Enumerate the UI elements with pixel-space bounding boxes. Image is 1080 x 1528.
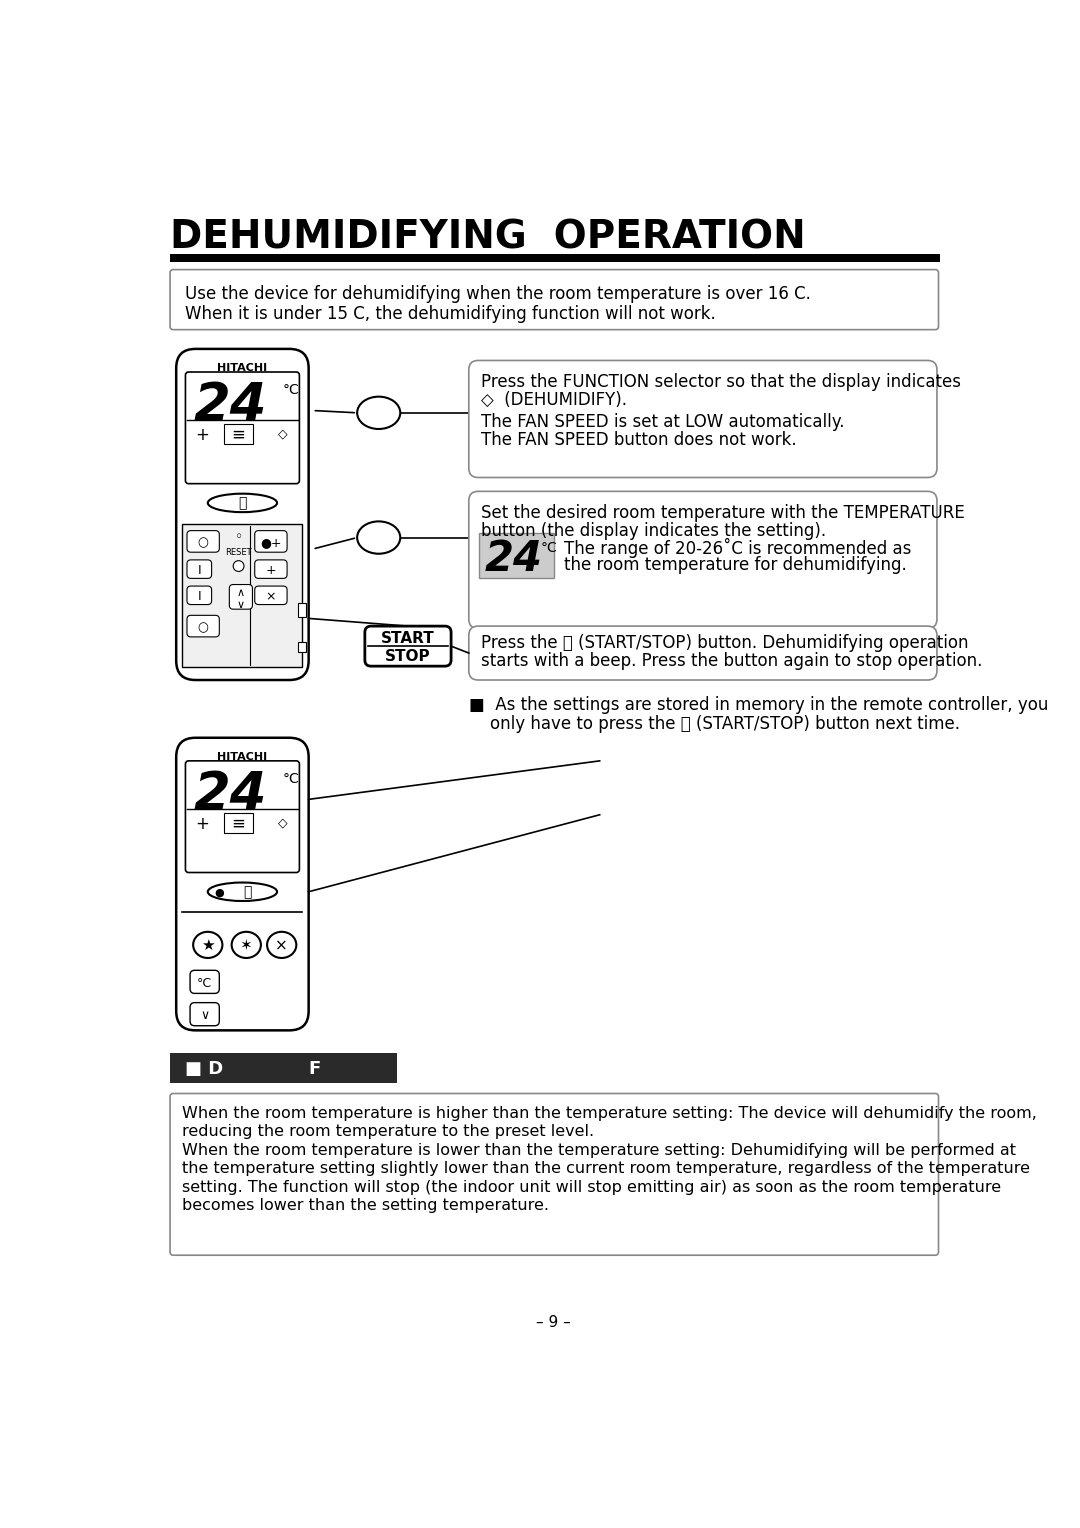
Text: ■ D: ■ D	[186, 1060, 224, 1077]
Text: ■  As the settings are stored in memory in the remote controller, you: ■ As the settings are stored in memory i…	[469, 697, 1049, 714]
FancyBboxPatch shape	[176, 738, 309, 1030]
Text: reducing the room temperature to the preset level.: reducing the room temperature to the pre…	[183, 1125, 594, 1140]
Text: When the room temperature is lower than the temperature setting: Dehumidifying w: When the room temperature is lower than …	[183, 1143, 1016, 1158]
Text: °C: °C	[283, 772, 299, 785]
Text: °C: °C	[283, 384, 299, 397]
Ellipse shape	[207, 883, 278, 902]
Text: Press the FUNCTION selector so that the display indicates: Press the FUNCTION selector so that the …	[481, 373, 961, 391]
Text: When it is under 15 C, the dehumidifying function will not work.: When it is under 15 C, the dehumidifying…	[186, 306, 716, 322]
FancyBboxPatch shape	[187, 587, 212, 605]
FancyBboxPatch shape	[255, 559, 287, 579]
Text: ●+: ●+	[260, 536, 282, 550]
FancyBboxPatch shape	[190, 1002, 219, 1025]
FancyBboxPatch shape	[255, 530, 287, 552]
Text: the room temperature for dehumidifying.: the room temperature for dehumidifying.	[564, 556, 906, 575]
Text: +: +	[195, 814, 210, 833]
Text: °C: °C	[540, 541, 557, 555]
Ellipse shape	[193, 932, 222, 958]
Ellipse shape	[357, 397, 401, 429]
Text: 24: 24	[193, 769, 267, 821]
Bar	[478, 533, 554, 578]
Bar	[298, 604, 306, 617]
FancyBboxPatch shape	[229, 585, 253, 610]
Text: 24: 24	[193, 380, 267, 432]
Text: ×: ×	[275, 938, 288, 953]
Text: ○: ○	[198, 622, 208, 634]
FancyBboxPatch shape	[186, 371, 299, 484]
Ellipse shape	[357, 521, 401, 553]
Text: The FAN SPEED button does not work.: The FAN SPEED button does not work.	[481, 431, 797, 449]
Text: +: +	[266, 564, 276, 578]
FancyBboxPatch shape	[170, 1094, 939, 1254]
FancyBboxPatch shape	[187, 530, 219, 552]
Text: button (the display indicates the setting).: button (the display indicates the settin…	[481, 523, 826, 541]
Ellipse shape	[233, 561, 244, 571]
FancyBboxPatch shape	[176, 348, 309, 680]
Text: DEHUMIDIFYING  OPERATION: DEHUMIDIFYING OPERATION	[170, 219, 806, 257]
FancyBboxPatch shape	[255, 587, 287, 605]
Text: The FAN SPEED is set at LOW automatically.: The FAN SPEED is set at LOW automaticall…	[481, 413, 845, 431]
FancyBboxPatch shape	[365, 626, 451, 666]
Text: ∨: ∨	[237, 601, 245, 610]
Text: ★: ★	[201, 938, 215, 953]
FancyBboxPatch shape	[186, 761, 299, 872]
Text: ⓞ: ⓞ	[243, 886, 252, 900]
Ellipse shape	[267, 932, 296, 958]
Text: I: I	[198, 590, 201, 604]
Text: the temperature setting slightly lower than the current room temperature, regard: the temperature setting slightly lower t…	[183, 1161, 1030, 1177]
Text: +: +	[195, 426, 210, 445]
Text: ≡: ≡	[231, 426, 245, 445]
Text: ×: ×	[266, 590, 276, 604]
Text: starts with a beep. Press the button again to stop operation.: starts with a beep. Press the button aga…	[481, 652, 983, 671]
FancyBboxPatch shape	[469, 492, 937, 628]
Text: HITACHI: HITACHI	[217, 752, 268, 761]
Text: HITACHI: HITACHI	[217, 362, 268, 373]
FancyBboxPatch shape	[170, 269, 939, 330]
Text: 24: 24	[485, 538, 543, 579]
Text: The range of 20-26˚C is recommended as: The range of 20-26˚C is recommended as	[564, 538, 910, 558]
Bar	[224, 425, 253, 445]
Text: setting. The function will stop (the indoor unit will stop emitting air) as soon: setting. The function will stop (the ind…	[183, 1180, 1001, 1195]
Text: ◇  (DEHUMIDIFY).: ◇ (DEHUMIDIFY).	[481, 391, 627, 410]
Ellipse shape	[231, 932, 261, 958]
Text: ✶: ✶	[240, 938, 253, 953]
Bar	[183, 524, 302, 666]
Text: ●: ●	[215, 888, 225, 897]
Bar	[170, 1053, 397, 1083]
Text: START: START	[381, 631, 435, 646]
Text: only have to press the ⓞ (START/STOP) button next time.: only have to press the ⓞ (START/STOP) bu…	[469, 715, 960, 732]
Text: ◦: ◦	[234, 530, 243, 544]
Text: °C: °C	[198, 976, 213, 990]
FancyBboxPatch shape	[469, 626, 937, 680]
Text: F: F	[309, 1060, 321, 1077]
Text: Set the desired room temperature with the TEMPERATURE: Set the desired room temperature with th…	[481, 504, 964, 521]
Text: Use the device for dehumidifying when the room temperature is over 16 C.: Use the device for dehumidifying when th…	[186, 286, 811, 303]
Text: ∧: ∧	[237, 588, 245, 597]
Text: STOP: STOP	[386, 649, 431, 665]
FancyBboxPatch shape	[469, 361, 937, 477]
Text: ≡: ≡	[231, 814, 245, 833]
Text: ⓞ: ⓞ	[239, 497, 246, 510]
FancyBboxPatch shape	[187, 616, 219, 637]
Text: – 9 –: – 9 –	[536, 1316, 571, 1331]
Text: ◇: ◇	[278, 428, 287, 440]
Text: becomes lower than the setting temperature.: becomes lower than the setting temperatu…	[183, 1198, 550, 1213]
Text: When the room temperature is higher than the temperature setting: The device wil: When the room temperature is higher than…	[183, 1106, 1037, 1122]
Bar	[298, 642, 306, 652]
Bar	[170, 254, 940, 261]
Text: I: I	[198, 564, 201, 578]
Text: ∨: ∨	[200, 1008, 210, 1022]
Ellipse shape	[207, 494, 278, 512]
FancyBboxPatch shape	[187, 559, 212, 579]
Bar	[224, 813, 253, 833]
Text: ◇: ◇	[278, 816, 287, 830]
Text: Press the ⓞ (START/STOP) button. Dehumidifying operation: Press the ⓞ (START/STOP) button. Dehumid…	[481, 634, 969, 652]
FancyBboxPatch shape	[190, 970, 219, 993]
Text: ○: ○	[198, 536, 208, 550]
Text: RESET: RESET	[226, 547, 252, 556]
